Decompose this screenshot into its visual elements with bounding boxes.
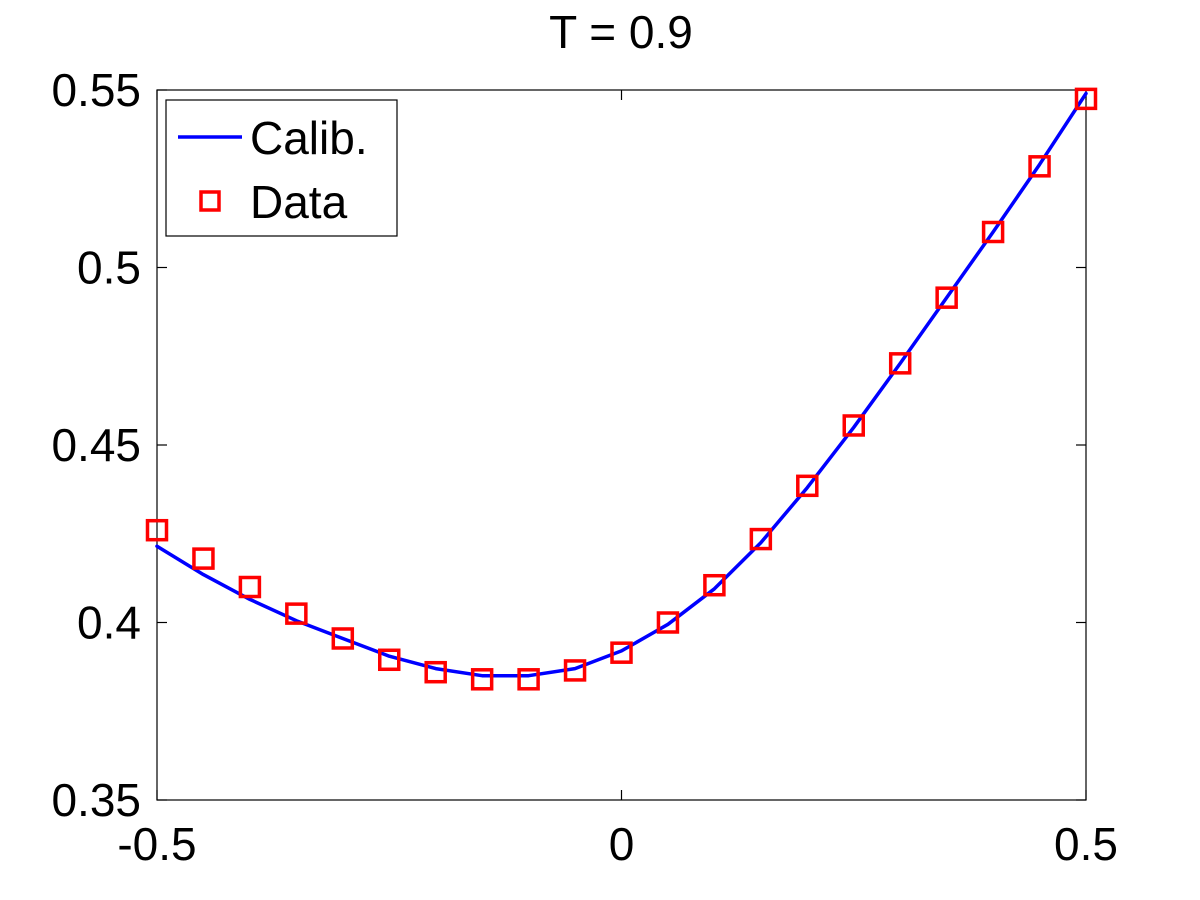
data-point [656,611,680,634]
x-tick-label: 0.5 [1054,818,1118,870]
data-point [1074,87,1098,111]
data-point [470,668,494,691]
data-point [331,627,355,650]
data-point [424,660,447,684]
data-point [888,352,912,375]
data-point [378,648,401,672]
data-point [610,641,633,664]
data-point [192,547,215,570]
y-tick-label: 0.45 [51,419,141,471]
legend-entry-data: Data [250,176,348,228]
legend-box [165,99,398,237]
data-point [796,474,819,498]
x-tick-label: -0.5 [117,818,196,870]
series-line-calib [155,91,1088,678]
legend: Calib. Data [165,99,398,237]
legend-marker-sample [199,190,221,212]
data-point [238,575,262,599]
data-point [285,602,308,625]
data-point [563,659,587,682]
data-point [703,573,726,597]
axis-tick-labels: -0.5 0 0.5 0.35 0.4 0.45 0.5 0.55 [51,64,1118,870]
legend-entry-calib: Calib. [250,112,368,164]
y-tick-label: 0.5 [77,242,141,294]
data-point [145,518,169,542]
y-tick-label: 0.55 [51,64,141,116]
y-tick-label: 0.35 [51,774,141,826]
data-point [1028,155,1051,178]
chart-title: T = 0.9 [549,6,693,58]
data-point [981,220,1005,244]
data-point [517,668,540,691]
data-point [935,286,958,309]
y-tick-label: 0.4 [77,597,141,649]
data-point [842,414,865,437]
series-layer [145,87,1098,691]
x-tick-label: 0 [609,818,635,870]
axis-ticks [156,89,1087,801]
data-point [749,527,773,551]
